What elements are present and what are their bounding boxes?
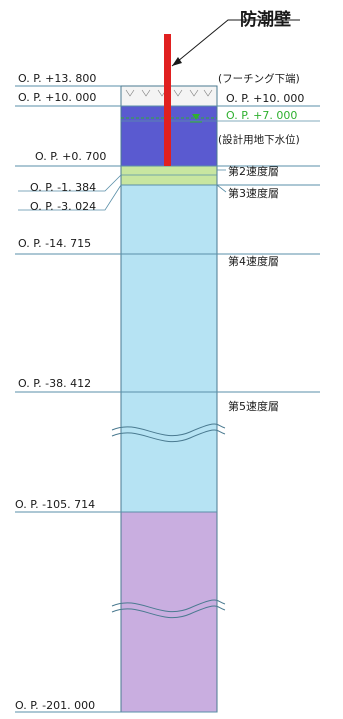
label-op-10000-right: O. P. +10. 000 <box>226 92 304 105</box>
seawall-pile <box>164 34 171 166</box>
seawall-arrow-icon <box>172 57 182 66</box>
break-mark-lower <box>111 599 226 619</box>
seawall-leader-line <box>171 19 300 67</box>
label-op-201000: O. P. -201. 000 <box>15 699 95 712</box>
label-op-1384: O. P. -1. 384 <box>30 181 96 194</box>
groundwater-marker-icon <box>192 114 200 120</box>
label-op-3024: O. P. -3. 024 <box>30 200 96 213</box>
layer-leader-lines <box>18 169 227 211</box>
footing-hatch-marks <box>125 89 213 97</box>
label-op-13800: O. P. +13. 800 <box>18 72 96 85</box>
break-mark-upper <box>111 423 226 443</box>
label-op-7000: O. P. +7. 000 <box>226 109 297 122</box>
label-op-14715: O. P. -14. 715 <box>18 237 91 250</box>
label-footing-bottom: (フーチング下端) <box>218 72 300 85</box>
layer3-band <box>121 175 217 185</box>
label-design-groundwater: (設計用地下水位) <box>218 133 300 146</box>
layer2-band <box>121 166 217 175</box>
label-op-10000-left: O. P. +10. 000 <box>18 91 96 104</box>
label-op-105714: O. P. -105. 714 <box>15 498 95 511</box>
label-op-38412: O. P. -38. 412 <box>18 377 91 390</box>
seawall-title: 防潮壁 <box>240 9 291 30</box>
soil-layer <box>121 185 217 512</box>
label-layer4: 第4速度層 <box>228 254 279 268</box>
label-op-0700: O. P. +0. 700 <box>35 150 106 163</box>
label-layer5: 第5速度層 <box>228 399 279 413</box>
rock-layer <box>121 512 217 712</box>
label-layer2: 第2速度層 <box>228 164 279 178</box>
label-layer3: 第3速度層 <box>228 186 279 200</box>
